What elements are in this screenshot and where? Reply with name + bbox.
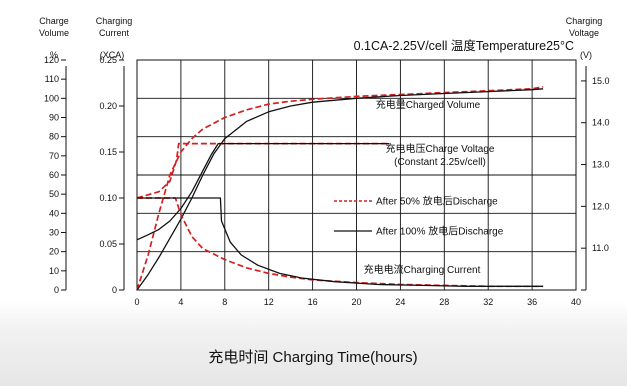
series-line-voltage-after-100 [136,142,390,241]
legend: After 50% 放电后Discharge After 100% 放电后Disc… [334,195,504,238]
series-line-voltage-after-50 [136,142,390,199]
volume-axis-unit: % [50,50,58,60]
volume-axis-tick-label: 20 [49,247,59,257]
current-axis-tick-label: 0.05 [99,239,117,249]
voltage-axis-header-line2: Voltage [569,28,599,38]
curve-label-current: 充电电流Charging Current [364,263,481,276]
voltage-axis-unit: (V) [580,50,592,60]
series-line-volume-after-100 [136,88,544,291]
curve-labels: 充电量Charged Volume 充电电压Charge Voltage (Cons… [364,98,495,276]
volume-axis-tick-label: 40 [49,208,59,218]
voltage-axis-tick-label: 13.0 [592,160,610,170]
current-axis-header-line1: Charging [96,16,133,26]
legend-label-after-50: After 50% 放电后Discharge [376,195,498,208]
current-axis-tick-label: 0.10 [99,193,117,203]
volume-axis-tick-label: 30 [49,228,59,238]
legend-label-after-100: After 100% 放电后Discharge [376,225,504,238]
grid [136,59,577,291]
volume-axis-tick-label: 80 [49,132,59,142]
current-axis-header-line2: Current [99,28,130,38]
current-axis-unit: (XCA) [100,50,125,60]
series-line-volume-after-50 [136,85,544,291]
curve-label-voltage: 充电电压Charge Voltage [386,142,495,155]
x-axis-title: 充电时间 Charging Time(hours) [208,349,417,366]
volume-axis-header-line1: Charge [39,16,69,26]
x-axis-tick-label: 12 [264,297,274,307]
volume-axis-tick-label: 120 [44,55,59,65]
x-axis-tick-label: 16 [308,297,318,307]
x-axis-tick-label: 4 [178,297,183,307]
voltage-axis-tick-label: 14.0 [592,118,610,128]
x-axis-tick-label: 28 [439,297,449,307]
x-axis-tick-label: 0 [134,297,139,307]
volume-axis-tick-label: 0 [54,285,59,295]
volume-axis-tick-label: 90 [49,113,59,123]
series-line-current-after-100 [137,197,544,287]
voltage-axis-header-line1: Charging [566,16,603,26]
curve-label-voltage: (Constant 2.25v/cell) [394,157,486,168]
volume-axis-header-line2: Volume [39,28,69,38]
volume-axis-tick-label: 70 [49,151,59,161]
voltage-axis-tick-label: 12.0 [592,201,610,211]
current-axis-tick-label: 0.25 [99,55,117,65]
voltage-axis-tick-label: 11.0 [592,243,609,253]
volume-axis-tick-label: 100 [44,93,59,103]
current-axis-tick-label: 0 [112,285,117,295]
volume-axis-tick-label: 60 [49,170,59,180]
curve-label-volume: 充电量Charged Volume [376,98,481,111]
volume-axis-tick-label: 10 [49,266,59,276]
x-axis-tick-label: 24 [395,297,405,307]
series-lines [136,85,544,291]
current-axis-tick-label: 0.20 [99,101,117,111]
series-line-current-after-50 [137,197,544,288]
chart-title: 0.1CA-2.25V/cell 温度Temperature25°C [354,38,574,53]
x-axis-tick-label: 36 [527,297,537,307]
voltage-axis-tick-label: 15.0 [592,76,610,86]
x-axis-tick-label: 32 [483,297,493,307]
volume-axis-tick-label: 110 [45,74,59,84]
x-axis-tick-label: 8 [222,297,227,307]
current-axis-tick-label: 0.15 [99,147,117,157]
x-axis-tick-label: 40 [571,297,581,307]
axes: 010203040506070809010011012000.050.100.1… [44,55,610,307]
volume-axis-tick-label: 50 [49,189,59,199]
x-axis-tick-label: 20 [351,297,361,307]
